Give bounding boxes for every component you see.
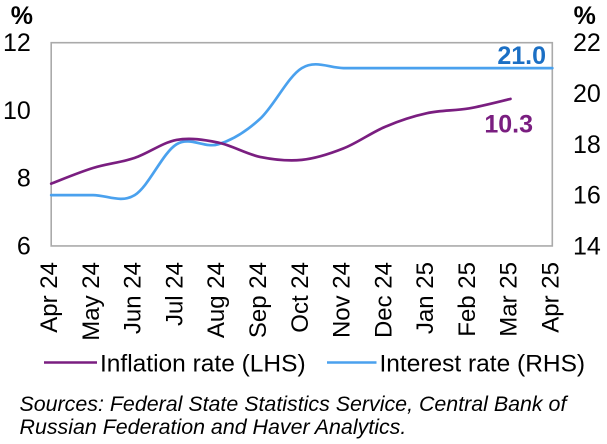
svg-text:Jul 24: Jul 24 xyxy=(162,262,189,326)
svg-text:Oct 24: Oct 24 xyxy=(287,262,314,333)
svg-text:Jan 25: Jan 25 xyxy=(412,262,439,334)
svg-text:%: % xyxy=(11,2,33,30)
svg-text:Russian Federation and Haver A: Russian Federation and Haver Analytics. xyxy=(20,415,407,439)
svg-text:14: 14 xyxy=(573,233,601,261)
svg-text:Sep 24: Sep 24 xyxy=(245,262,272,338)
svg-text:20: 20 xyxy=(573,80,601,108)
svg-text:Inflation rate (LHS): Inflation rate (LHS) xyxy=(100,350,306,377)
svg-text:%: % xyxy=(574,2,596,30)
svg-text:Feb 25: Feb 25 xyxy=(454,262,481,337)
svg-text:Jun 24: Jun 24 xyxy=(120,262,147,334)
svg-text:Interest rate (RHS): Interest rate (RHS) xyxy=(380,350,586,377)
svg-text:22: 22 xyxy=(573,29,601,57)
svg-text:16: 16 xyxy=(573,182,601,210)
svg-text:Dec 24: Dec 24 xyxy=(370,262,397,338)
svg-text:12: 12 xyxy=(3,29,31,57)
svg-text:8: 8 xyxy=(17,165,31,193)
svg-text:18: 18 xyxy=(573,131,601,159)
svg-text:10: 10 xyxy=(3,97,31,125)
svg-text:Apr 25: Apr 25 xyxy=(537,262,564,333)
svg-text:Aug 24: Aug 24 xyxy=(203,262,230,338)
svg-text:Sources: Federal State Statist: Sources: Federal State Statistics Servic… xyxy=(20,392,569,416)
svg-text:6: 6 xyxy=(17,233,31,261)
svg-text:Mar 25: Mar 25 xyxy=(496,262,523,337)
svg-text:10.3: 10.3 xyxy=(484,110,533,138)
svg-text:Apr 24: Apr 24 xyxy=(36,262,63,333)
svg-text:21.0: 21.0 xyxy=(497,42,546,70)
svg-text:May 24: May 24 xyxy=(78,262,105,341)
svg-text:Nov 24: Nov 24 xyxy=(329,262,356,338)
